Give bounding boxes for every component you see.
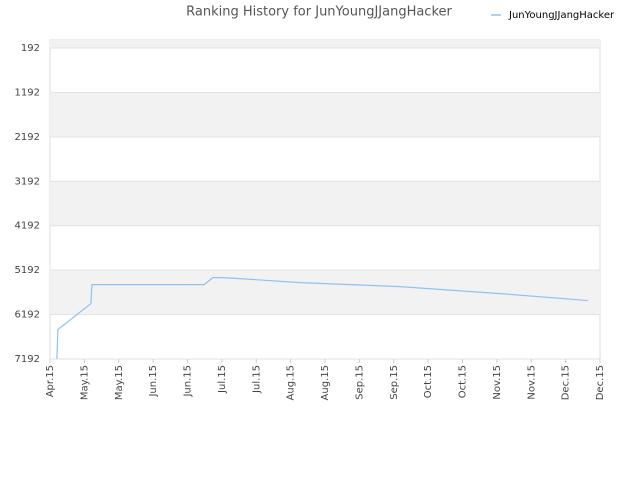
y-tick-label: 3192 [15, 176, 40, 187]
chart-title: Ranking History for JunYoungJJangHacker [186, 5, 452, 20]
x-tick-label: Aug.15 [320, 365, 331, 400]
grid-band [50, 92, 600, 137]
x-tick-label: Apr.15 [45, 365, 56, 397]
x-tick-label: Nov.15 [526, 365, 537, 400]
x-tick-label: Oct.15 [423, 365, 434, 398]
x-tick-label: Dec.15 [561, 365, 572, 400]
x-tick-label: Jul.15 [217, 365, 228, 394]
x-tick-label: Oct.15 [458, 365, 469, 398]
grid-band [50, 270, 600, 315]
line [56, 277, 589, 360]
x-tick-label: Nov.15 [492, 365, 503, 400]
grid-band [50, 181, 600, 226]
x-tick-label: May.15 [114, 365, 125, 400]
grid-band [50, 40, 600, 48]
x-tick-label: Dec.15 [595, 365, 606, 400]
y-tick-label: 6192 [15, 310, 40, 321]
y-tick-label: 7192 [15, 354, 40, 365]
x-tick-label: Jun.15 [148, 365, 159, 398]
x-tick-label: May.15 [79, 365, 90, 400]
x-tick-label: Sep.15 [354, 365, 365, 400]
y-tick-label: 4192 [15, 221, 40, 232]
y-tick-label: 2192 [15, 132, 40, 143]
x-tick-label: Sep.15 [389, 365, 400, 400]
legend-label: JunYoungJJangHacker [508, 10, 615, 21]
x-tick-label: Aug.15 [286, 365, 297, 400]
x-tick-label: Jun.15 [183, 365, 194, 398]
y-tick-label: 5192 [15, 265, 40, 276]
y-tick-label: 192 [21, 43, 40, 54]
y-tick-label: 1192 [15, 87, 40, 98]
x-tick-label: Jul.15 [251, 365, 262, 394]
